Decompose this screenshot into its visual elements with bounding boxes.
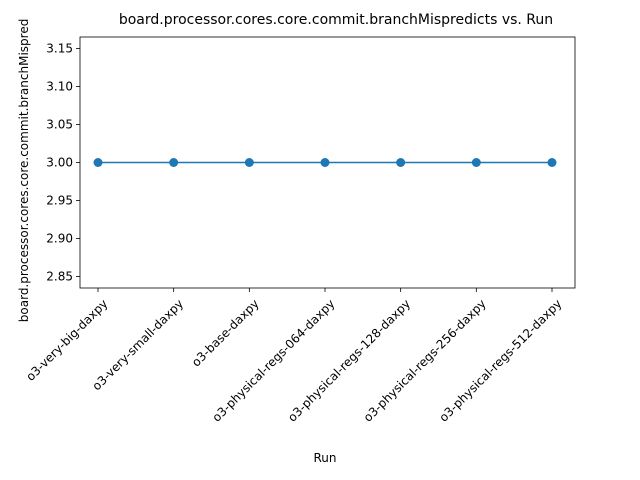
data-point	[471, 158, 481, 167]
y-tick-label: 2.95	[46, 194, 73, 208]
y-tick-label: 3.15	[46, 41, 73, 55]
y-tick-label: 3.05	[46, 117, 73, 131]
data-point	[169, 158, 179, 167]
y-tick-label: 3.10	[46, 79, 73, 93]
data-point	[396, 158, 406, 167]
y-tick-label: 2.85	[46, 270, 73, 284]
data-point	[547, 158, 557, 167]
y-tick-label: 2.90	[46, 232, 73, 246]
x-axis-label: Run	[313, 451, 336, 465]
data-point	[93, 158, 103, 167]
chart-title: board.processor.cores.core.commit.branch…	[119, 12, 553, 28]
data-point	[244, 158, 254, 167]
y-tick-label: 3.00	[46, 156, 73, 170]
y-axis-label: board.processor.cores.core.commit.branch…	[17, 0, 31, 322]
data-point	[320, 158, 330, 167]
axes-frame	[79, 36, 576, 289]
